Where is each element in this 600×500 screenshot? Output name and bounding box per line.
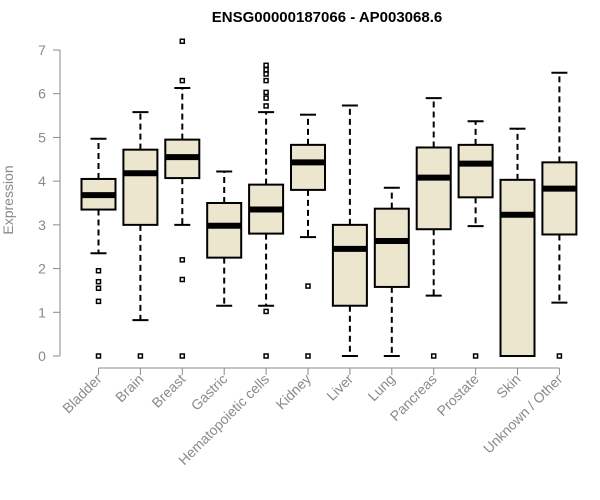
outlier-point bbox=[263, 89, 269, 96]
box-iqr bbox=[290, 143, 326, 191]
x-tick-label: Brain bbox=[112, 371, 146, 405]
box-group bbox=[122, 111, 159, 359]
x-tick-label: Skin bbox=[493, 371, 524, 402]
box-group bbox=[331, 104, 368, 357]
box-group bbox=[248, 62, 285, 359]
outlier-point bbox=[263, 95, 269, 101]
box-group bbox=[290, 113, 326, 359]
outlier-point bbox=[305, 353, 311, 359]
x-tick-label: Bladder bbox=[59, 371, 105, 417]
outlier-point bbox=[95, 278, 102, 285]
outlier-point bbox=[263, 77, 269, 84]
outlier-point bbox=[95, 285, 102, 291]
box-group bbox=[415, 97, 452, 359]
outlier-point bbox=[263, 308, 269, 315]
x-tick-label: Liver bbox=[323, 371, 356, 404]
box-iqr bbox=[122, 148, 159, 226]
box-group bbox=[373, 186, 410, 357]
outlier-point bbox=[179, 38, 186, 45]
box-group bbox=[80, 137, 117, 359]
y-tick-label: 5 bbox=[38, 129, 46, 145]
y-tick-label: 0 bbox=[38, 348, 46, 364]
outlier-point bbox=[263, 71, 269, 77]
y-tick-label: 7 bbox=[38, 42, 46, 58]
y-tick-label: 2 bbox=[38, 261, 46, 277]
outlier-point bbox=[179, 353, 186, 359]
y-tick-label: 1 bbox=[38, 304, 46, 320]
box-group bbox=[164, 38, 201, 359]
y-tick-label: 6 bbox=[38, 86, 46, 102]
outlier-point bbox=[556, 353, 563, 359]
x-tick-label: Prostate bbox=[434, 371, 482, 419]
x-tick-label: Breast bbox=[148, 371, 188, 411]
y-axis: 0 1 2 3 4 5 6 7 bbox=[38, 42, 61, 364]
box-group bbox=[206, 170, 243, 307]
y-tick-label: 3 bbox=[38, 217, 46, 233]
outlier-point bbox=[305, 283, 311, 289]
box-iqr bbox=[373, 207, 410, 288]
box-iqr bbox=[415, 146, 452, 231]
x-tick-label: Kidney bbox=[273, 371, 315, 413]
box-iqr bbox=[331, 223, 368, 307]
box-iqr bbox=[206, 202, 243, 259]
outlier-point bbox=[430, 353, 437, 359]
chart-title: ENSG00000187066 - AP003068.6 bbox=[212, 9, 442, 26]
box-iqr bbox=[541, 161, 578, 236]
outlier-point bbox=[95, 298, 102, 305]
x-tick-label: Pancreas bbox=[387, 371, 440, 424]
y-axis-label: Expression bbox=[0, 165, 16, 234]
box-group bbox=[541, 71, 578, 359]
y-tick-label: 4 bbox=[38, 173, 46, 189]
outlier-point bbox=[263, 103, 269, 109]
box-group bbox=[457, 120, 494, 359]
outlier-point bbox=[137, 353, 144, 359]
outlier-point bbox=[95, 268, 102, 274]
outlier-point bbox=[263, 66, 269, 73]
outlier-point bbox=[179, 276, 186, 283]
box-group bbox=[499, 127, 536, 357]
outlier-point bbox=[179, 257, 186, 263]
outlier-point bbox=[95, 353, 102, 359]
outlier-point bbox=[179, 77, 186, 84]
x-tick-label: Lung bbox=[365, 371, 398, 404]
boxes-layer bbox=[80, 38, 578, 359]
box-iqr bbox=[457, 143, 494, 199]
outlier-point bbox=[263, 353, 269, 359]
x-tick-label: Unknown / Other bbox=[480, 371, 566, 457]
box-iqr bbox=[499, 178, 536, 357]
outlier-point bbox=[263, 62, 269, 69]
outlier-point bbox=[472, 353, 479, 359]
